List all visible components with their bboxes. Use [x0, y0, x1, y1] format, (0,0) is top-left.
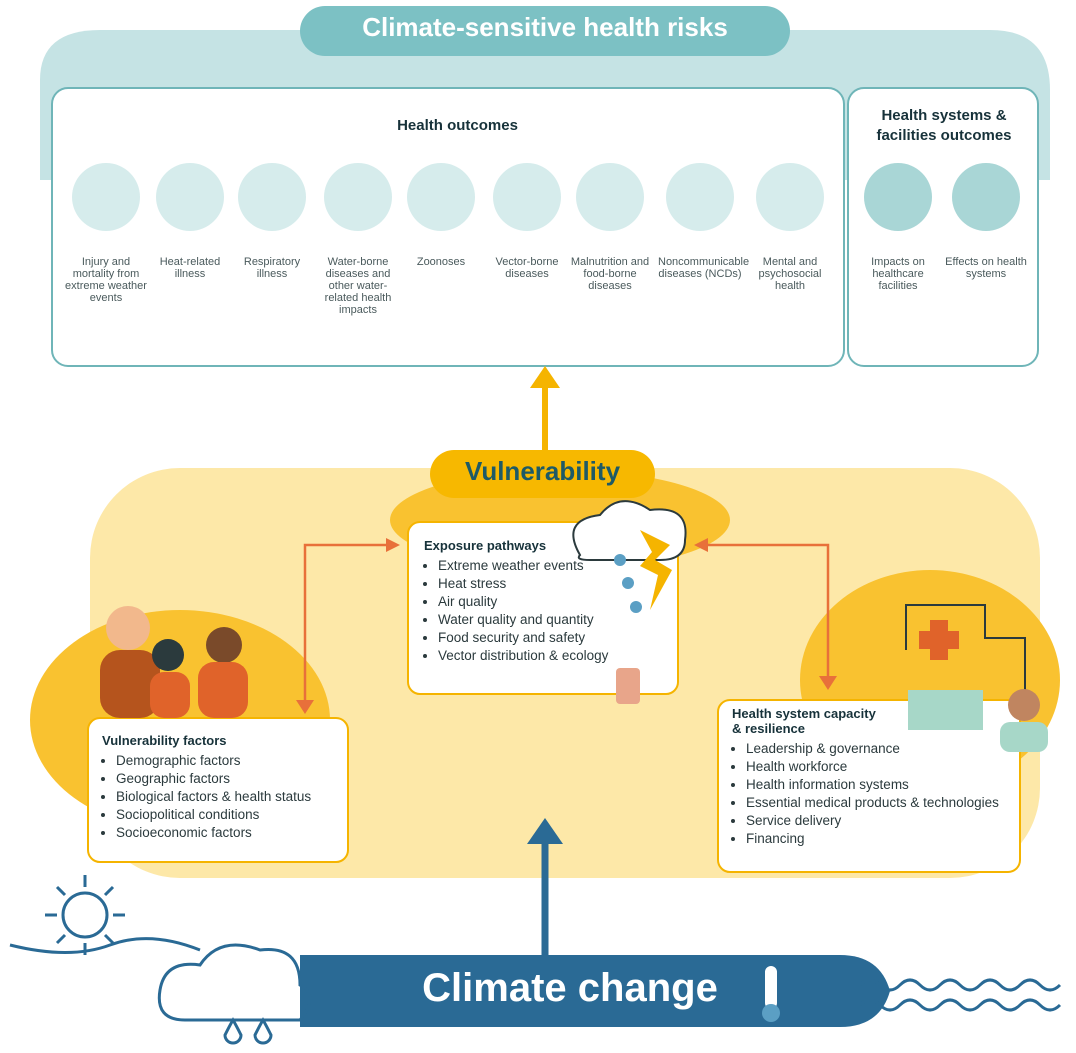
outcome-label: Injury and mortality from extreme weathe…: [64, 256, 148, 304]
person-icon: [150, 672, 190, 718]
outcome-label: Effects on health systems: [944, 256, 1028, 280]
list-item: Geographic factors: [116, 770, 342, 788]
drop-icon: [630, 601, 642, 613]
list-item: Health workforce: [746, 758, 1017, 776]
outcome-icon: [324, 163, 392, 231]
outcome-icon: [576, 163, 644, 231]
list-item: Financing: [746, 830, 1017, 848]
outcome-label: Malnutrition and food-borne diseases: [568, 256, 652, 292]
list-item: Food security and safety: [438, 629, 623, 647]
main-title: Climate-sensitive health risks: [300, 12, 790, 43]
box-title: Vulnerability factors: [102, 733, 342, 748]
diagram: Climate-sensitive health risks Health ou…: [0, 0, 1076, 1053]
list-item: Air quality: [438, 593, 623, 611]
section-title: Health outcomes: [300, 117, 615, 134]
wave-icon: [840, 955, 890, 1027]
chimney-icon: [616, 668, 640, 704]
outcome-label: Mental and psychosocial health: [748, 256, 832, 292]
section-title: Health systems & facilities outcomes: [852, 106, 1036, 146]
background-art: [0, 0, 1076, 1053]
outcome-icon: [493, 163, 561, 231]
outcome-label: Vector-borne diseases: [485, 256, 569, 280]
list-item: Vector distribution & ecology: [438, 647, 623, 665]
person-icon: [206, 627, 242, 663]
outcome-label: Heat-related illness: [148, 256, 232, 280]
box-title: Health system capacity & resilience: [732, 706, 882, 736]
list-item: Biological factors & health status: [116, 788, 342, 806]
outcome-label: Zoonoses: [399, 256, 483, 268]
outcome-icon: [952, 163, 1020, 231]
outcome-label: Impacts on healthcare facilities: [856, 256, 940, 292]
exposure-panel: Exposure pathways Extreme weather events…: [424, 538, 624, 665]
list-item: Service delivery: [746, 812, 1017, 830]
list-item: Sociopolitical conditions: [116, 806, 342, 824]
list-item: Extreme weather events: [438, 557, 623, 575]
outcome-icon: [156, 163, 224, 231]
outcome-icon: [864, 163, 932, 231]
list-item: Demographic factors: [116, 752, 342, 770]
box-title: Exposure pathways: [424, 538, 624, 553]
list-item: Health information systems: [746, 776, 1017, 794]
arrow-head: [530, 366, 560, 388]
icon-group: [72, 163, 1020, 231]
outcome-label: Noncommunicable diseases (NCDs): [658, 256, 742, 280]
list-item: Socioeconomic factors: [116, 824, 342, 842]
outcome-icon: [756, 163, 824, 231]
vulnerability-title: Vulnerability: [430, 456, 655, 487]
list-item: Leadership & governance: [746, 740, 1017, 758]
climate-change-title: Climate change: [300, 966, 840, 1011]
factors-panel: Vulnerability factors Demographic factor…: [102, 733, 342, 842]
person-icon: [198, 662, 248, 718]
outcome-icon: [407, 163, 475, 231]
bullet-list: Leadership & governanceHealth workforceH…: [732, 740, 1017, 848]
bullet-list: Demographic factorsGeographic factorsBio…: [102, 752, 342, 842]
cross-icon: [919, 631, 959, 649]
person-icon: [106, 606, 150, 650]
person-icon: [152, 639, 184, 671]
outcome-label: Respiratory illness: [230, 256, 314, 280]
list-item: Essential medical products & technologie…: [746, 794, 1017, 812]
capacity-panel: Health system capacity & resilience Lead…: [732, 706, 1017, 848]
outcome-icon: [666, 163, 734, 231]
list-item: Heat stress: [438, 575, 623, 593]
outcome-icon: [72, 163, 140, 231]
list-item: Water quality and quantity: [438, 611, 623, 629]
outcome-label: Water-borne diseases and other water-rel…: [316, 256, 400, 316]
outcome-icon: [238, 163, 306, 231]
